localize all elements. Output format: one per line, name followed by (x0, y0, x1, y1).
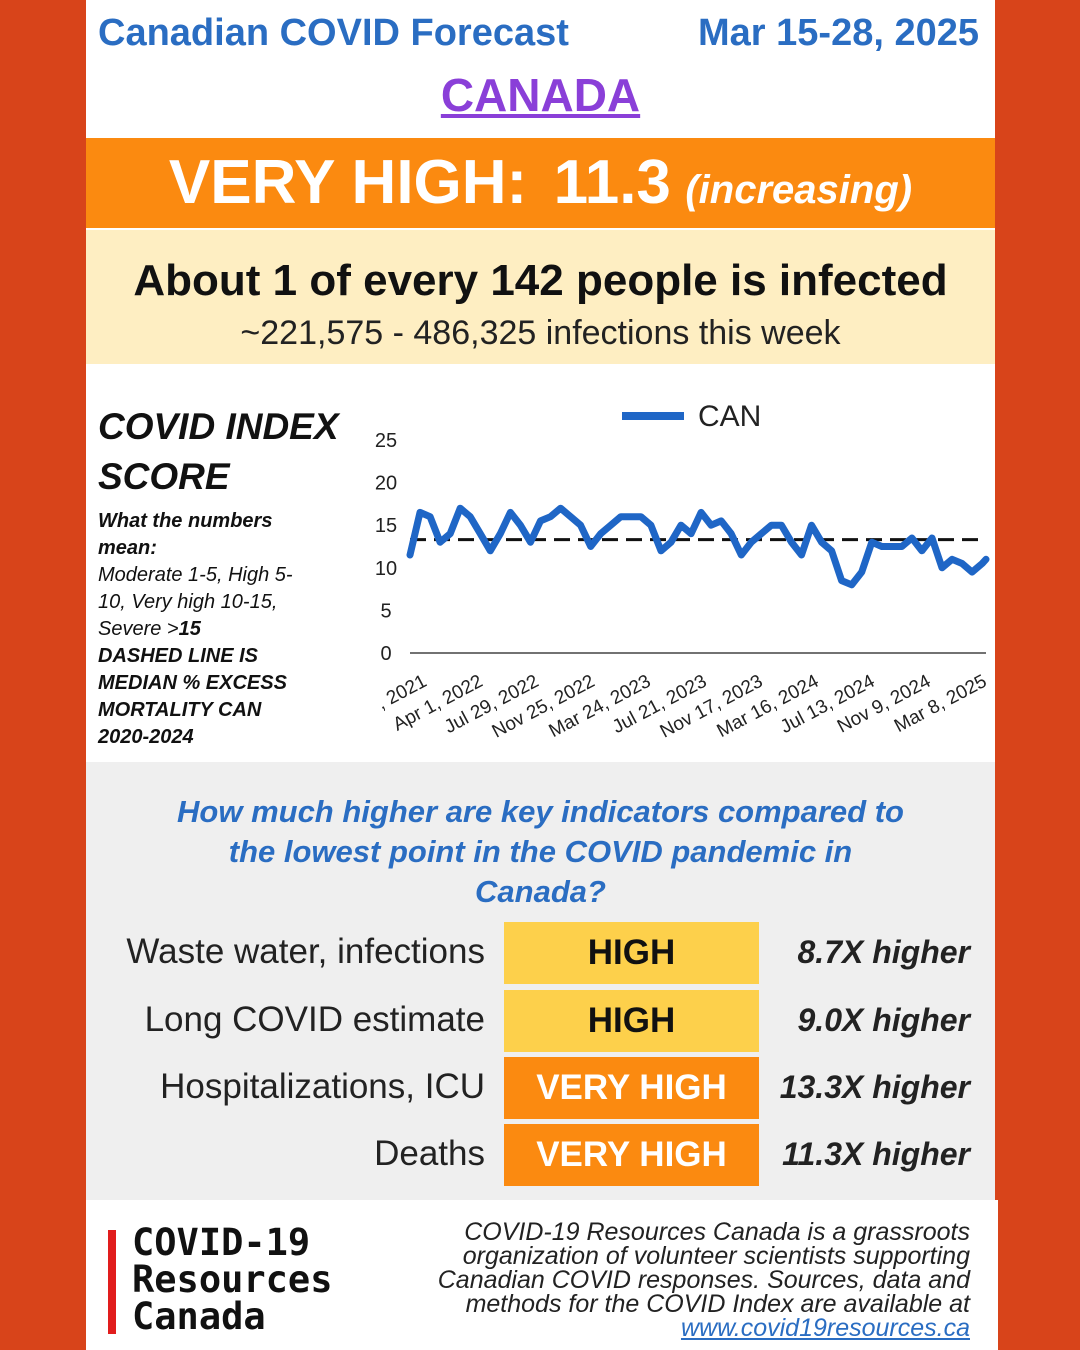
indicator-level-badge: HIGH (504, 922, 759, 984)
y-tick-label: 10 (375, 558, 397, 580)
indicator-level-badge: VERY HIGH (504, 1124, 759, 1186)
indicator-label: Hospitalizations, ICU (160, 1067, 485, 1106)
level-label: VERY HIGH: (168, 148, 528, 217)
indicator-level-badge: VERY HIGH (504, 1057, 759, 1119)
logo-line1: COVID-19 (132, 1221, 311, 1264)
y-tick-label: 15 (375, 515, 397, 537)
index-desc-dashed: DASHED LINE IS MEDIAN % EXCESS MORTALITY… (98, 645, 287, 748)
indicator-row: Deaths VERY HIGH 11.3X higher (86, 1124, 995, 1186)
indicator-level-badge: HIGH (504, 990, 759, 1052)
region-link[interactable]: CANADA (440, 69, 641, 121)
comparison-panel: How much higher are key indicators compa… (86, 762, 995, 1200)
infection-range: ~221,575 - 486,325 infections this week (240, 314, 841, 352)
indicator-multiplier: 9.0X higher (797, 1002, 971, 1038)
indicator-row: Hospitalizations, ICU VERY HIGH 13.3X high… (86, 1057, 995, 1119)
indicator-multiplier: 8.7X higher (797, 934, 971, 970)
indicator-multiplier: 11.3X higher (782, 1136, 970, 1172)
logo-line2: Resources (132, 1258, 333, 1301)
footer: COVID-19 Resources Canada COVID-19 Resou… (86, 1200, 998, 1350)
forecast-title: Canadian COVID Forecast (98, 12, 569, 54)
level-banner: VERY HIGH: 11.3 (increasing) (86, 138, 995, 228)
y-tick-label: 5 (380, 600, 391, 622)
y-tick-label: 0 (380, 643, 391, 665)
indicator-label: Deaths (374, 1134, 485, 1173)
logo-line3: Canada (132, 1295, 266, 1338)
level-trend: (increasing) (685, 168, 913, 212)
indicator-row: Waste water, infections HIGH 8.7X higher (86, 922, 995, 984)
indicator-label: Long COVID estimate (144, 1000, 485, 1039)
forecast-card: Canadian COVID Forecast Mar 15-28, 2025 … (86, 0, 995, 1200)
logo: COVID-19 Resources Canada (132, 1224, 332, 1335)
y-tick-label: 25 (375, 430, 397, 452)
index-desc-scale-severe: 15 (178, 618, 201, 640)
about-text: COVID-19 Resources Canada is a grassroot… (370, 1218, 970, 1342)
logo-bar (108, 1230, 116, 1334)
website-link[interactable]: www.covid19resources.ca (680, 1314, 970, 1342)
legend-label-can: CAN (698, 400, 761, 433)
index-desc-scale: Moderate 1-5, High 5-10, Very high 10-15… (98, 564, 293, 640)
comparison-question: How much higher are key indicators compa… (177, 794, 904, 909)
indicator-multiplier: 13.3X higher (779, 1069, 970, 1105)
index-title-line2: SCORE (98, 456, 230, 497)
about-description: COVID-19 Resources Canada is a grassroot… (437, 1218, 970, 1318)
forecast-date-range: Mar 15-28, 2025 (698, 12, 979, 54)
right-background (994, 0, 1080, 1350)
index-description: What the numbers mean: Moderate 1-5, Hig… (98, 508, 318, 751)
left-background (0, 0, 86, 1350)
y-tick-label: 20 (375, 473, 397, 495)
indicator-row: Long COVID estimate HIGH 9.0X higher (86, 990, 995, 1052)
index-desc-intro: What the numbers mean: (98, 510, 273, 559)
level-score: 11.3 (553, 148, 671, 217)
index-title: COVID INDEX SCORE (98, 402, 339, 502)
index-title-line1: COVID INDEX (98, 406, 339, 447)
series-line-can (406, 504, 990, 589)
indicator-label: Waste water, infections (126, 932, 485, 971)
infection-panel: About 1 of every 142 people is infected … (86, 230, 995, 364)
infection-headline: About 1 of every 142 people is infected (133, 256, 948, 305)
